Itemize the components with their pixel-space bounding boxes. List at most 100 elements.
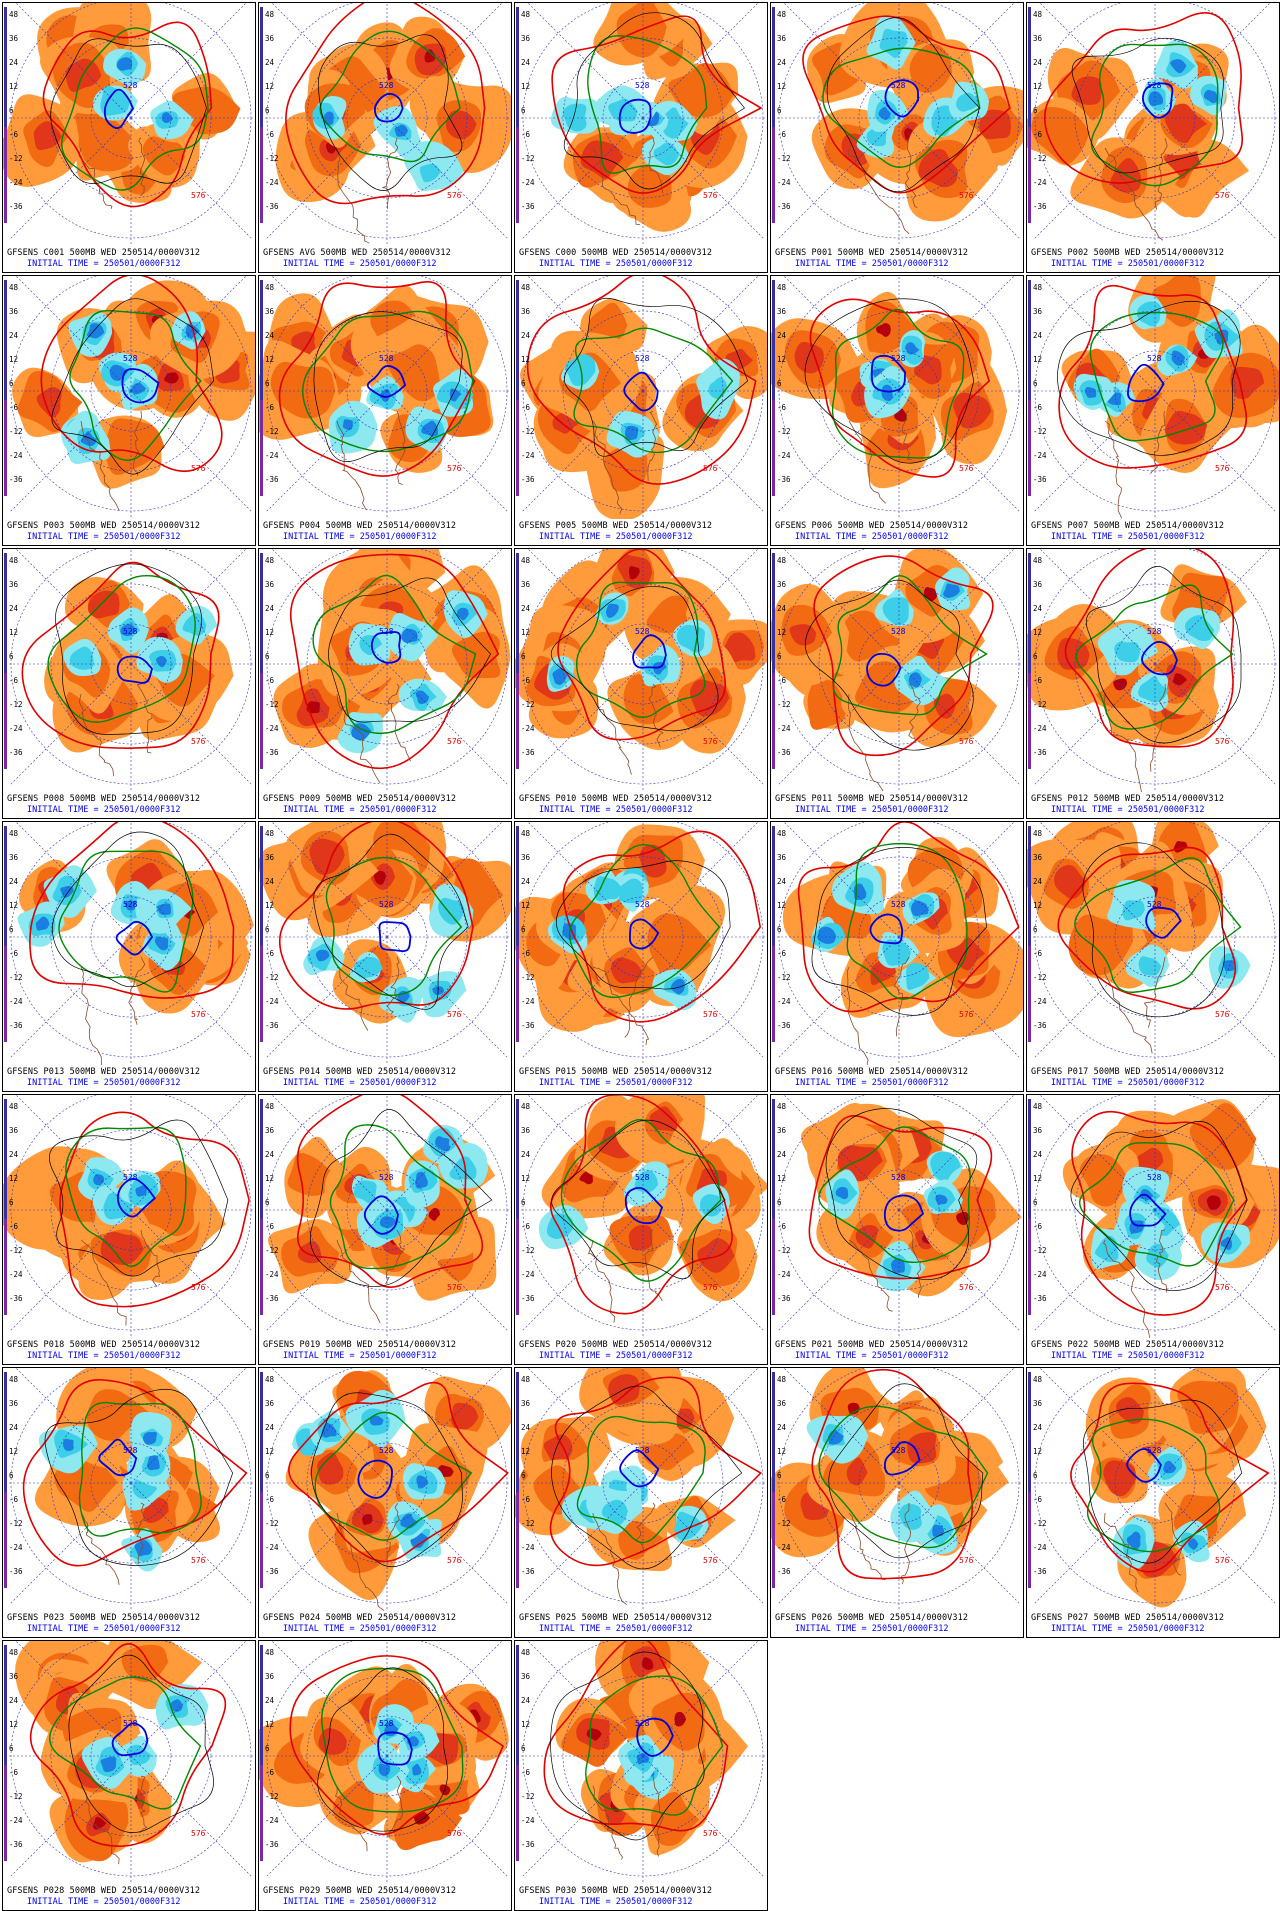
anomaly-blob — [697, 1238, 735, 1273]
panel-title: GFSENS P009 500MB WED 250514/0000V312 — [263, 794, 457, 804]
coast-path — [336, 147, 370, 244]
anomaly-blob — [670, 978, 685, 995]
height-contours — [526, 276, 757, 485]
panel-title: GFSENS P018 500MB WED 250514/0000V312 — [7, 1340, 201, 1350]
scale-bar-segment — [772, 553, 775, 577]
meridian-line — [10, 390, 132, 512]
anomaly-blob — [906, 962, 930, 991]
scale-tick-label: 24 — [1033, 1423, 1043, 1432]
contour-528 — [884, 79, 920, 118]
scale-tick-label: -12 — [1033, 700, 1047, 709]
scale-tick-label: 24 — [777, 1150, 787, 1159]
coastline — [80, 1502, 146, 1586]
height-contours — [42, 21, 213, 208]
scale-tick-label: 24 — [265, 1696, 275, 1705]
scale-tick-label: -24 — [777, 1543, 791, 1552]
scale-tick-label: 6 — [265, 925, 270, 934]
scale-tick-label: 48 — [9, 1375, 19, 1384]
scale-tick-label: -6 — [9, 949, 19, 958]
contour-564 — [313, 833, 469, 1010]
scale-tick-label: 48 — [265, 1375, 275, 1384]
scale-tick-label: -36 — [265, 1840, 279, 1849]
scale-bar-segment — [516, 1291, 519, 1315]
anomaly-blob — [69, 646, 94, 670]
scale-tick-label: 6 — [265, 1744, 270, 1753]
scale-bar-segment — [260, 577, 263, 601]
scale-tick-label: 6 — [1033, 1471, 1038, 1480]
negative-anomaly-shading — [874, 567, 971, 706]
scale-bar-segment — [772, 673, 775, 697]
scale-bar-segment — [516, 673, 519, 697]
panel-title: GFSENS P027 500MB WED 250514/0000V312 — [1031, 1613, 1225, 1623]
meridian-line — [271, 549, 388, 665]
scale-tick-label: 36 — [1033, 853, 1043, 862]
panel-title: GFSENS P026 500MB WED 250514/0000V312 — [775, 1613, 969, 1623]
scale-tick-label: -24 — [777, 178, 791, 187]
scale-bar-segment — [772, 1420, 775, 1444]
anomaly-blob — [847, 1402, 860, 1415]
initial-time-caption: INITIAL TIME = 250501/0000F312 — [27, 1078, 181, 1088]
scale-bar-segment — [4, 199, 7, 223]
scale-tick-label: 48 — [521, 10, 531, 19]
scale-tick-label: -24 — [521, 451, 535, 460]
scale-bar-segment — [1028, 424, 1031, 448]
scale-bar-segment — [260, 55, 263, 79]
contour-552 — [831, 308, 965, 459]
scale-bar-segment — [260, 1693, 263, 1717]
meridian-line — [1034, 663, 1156, 785]
scale-tick-label: -36 — [265, 475, 279, 484]
coast-path — [78, 147, 113, 209]
contour-label-528: 528 — [891, 627, 906, 636]
scale-tick-label: -36 — [1033, 1567, 1047, 1576]
scale-tick-label: -12 — [777, 1246, 791, 1255]
contour-552 — [329, 1124, 472, 1270]
scale-bar-segment — [4, 697, 7, 721]
scale-tick-label: -12 — [9, 154, 23, 163]
scale-bar-segment — [1028, 1147, 1031, 1171]
panel-title: GFSENS P014 500MB WED 250514/0000V312 — [263, 1067, 457, 1077]
anomaly-color-scale: 48 36 24 12 6 -6 -12 -24 -36 — [260, 280, 279, 510]
coastline — [336, 410, 406, 511]
scale-tick-label: -12 — [521, 1792, 535, 1801]
meridian-line — [898, 549, 1015, 665]
scale-bar-segment — [516, 898, 519, 922]
meridian-line — [130, 1755, 252, 1877]
scale-bar-segment — [260, 400, 263, 424]
anomaly-blob — [1170, 59, 1187, 74]
height-contours — [278, 281, 476, 477]
meridian-line — [642, 936, 764, 1058]
anomaly-blob — [438, 897, 465, 925]
anomaly-blob — [100, 1756, 117, 1773]
scale-tick-label: 24 — [1033, 331, 1043, 340]
anomaly-blob — [1113, 678, 1128, 691]
lat-lon-grid — [259, 3, 511, 246]
scale-bar-segment — [516, 1195, 519, 1219]
contour-label-576: 576 — [959, 191, 974, 200]
anomaly-blob — [846, 1457, 868, 1486]
scale-bar-segment — [516, 304, 519, 328]
scale-tick-label: 36 — [777, 1126, 787, 1135]
polar-map: 576 528 — [1027, 822, 1279, 1065]
height-contours — [550, 549, 727, 741]
contour-552 — [1074, 857, 1242, 993]
meridian-line — [1034, 390, 1156, 512]
coastline — [336, 683, 411, 784]
anomaly-blob — [87, 323, 105, 339]
scale-bar-segment — [1028, 826, 1031, 850]
scale-bar-segment — [4, 127, 7, 151]
scale-bar-segment — [516, 1243, 519, 1267]
scale-bar-segment — [1028, 553, 1031, 577]
scale-tick-label: 36 — [265, 307, 275, 316]
meridian-line — [642, 390, 764, 512]
anomaly-blob — [911, 900, 929, 917]
anomaly-blob — [649, 1106, 678, 1132]
anomaly-blob — [449, 388, 462, 402]
scale-bar-segment — [772, 328, 775, 352]
anomaly-blob — [125, 900, 138, 911]
scale-tick-label: -24 — [9, 1270, 23, 1279]
anomaly-blob — [562, 103, 587, 132]
scale-tick-label: 24 — [777, 877, 787, 886]
scale-tick-label: 24 — [777, 604, 787, 613]
contour-576 — [42, 21, 213, 208]
scale-tick-label: -6 — [265, 130, 275, 139]
